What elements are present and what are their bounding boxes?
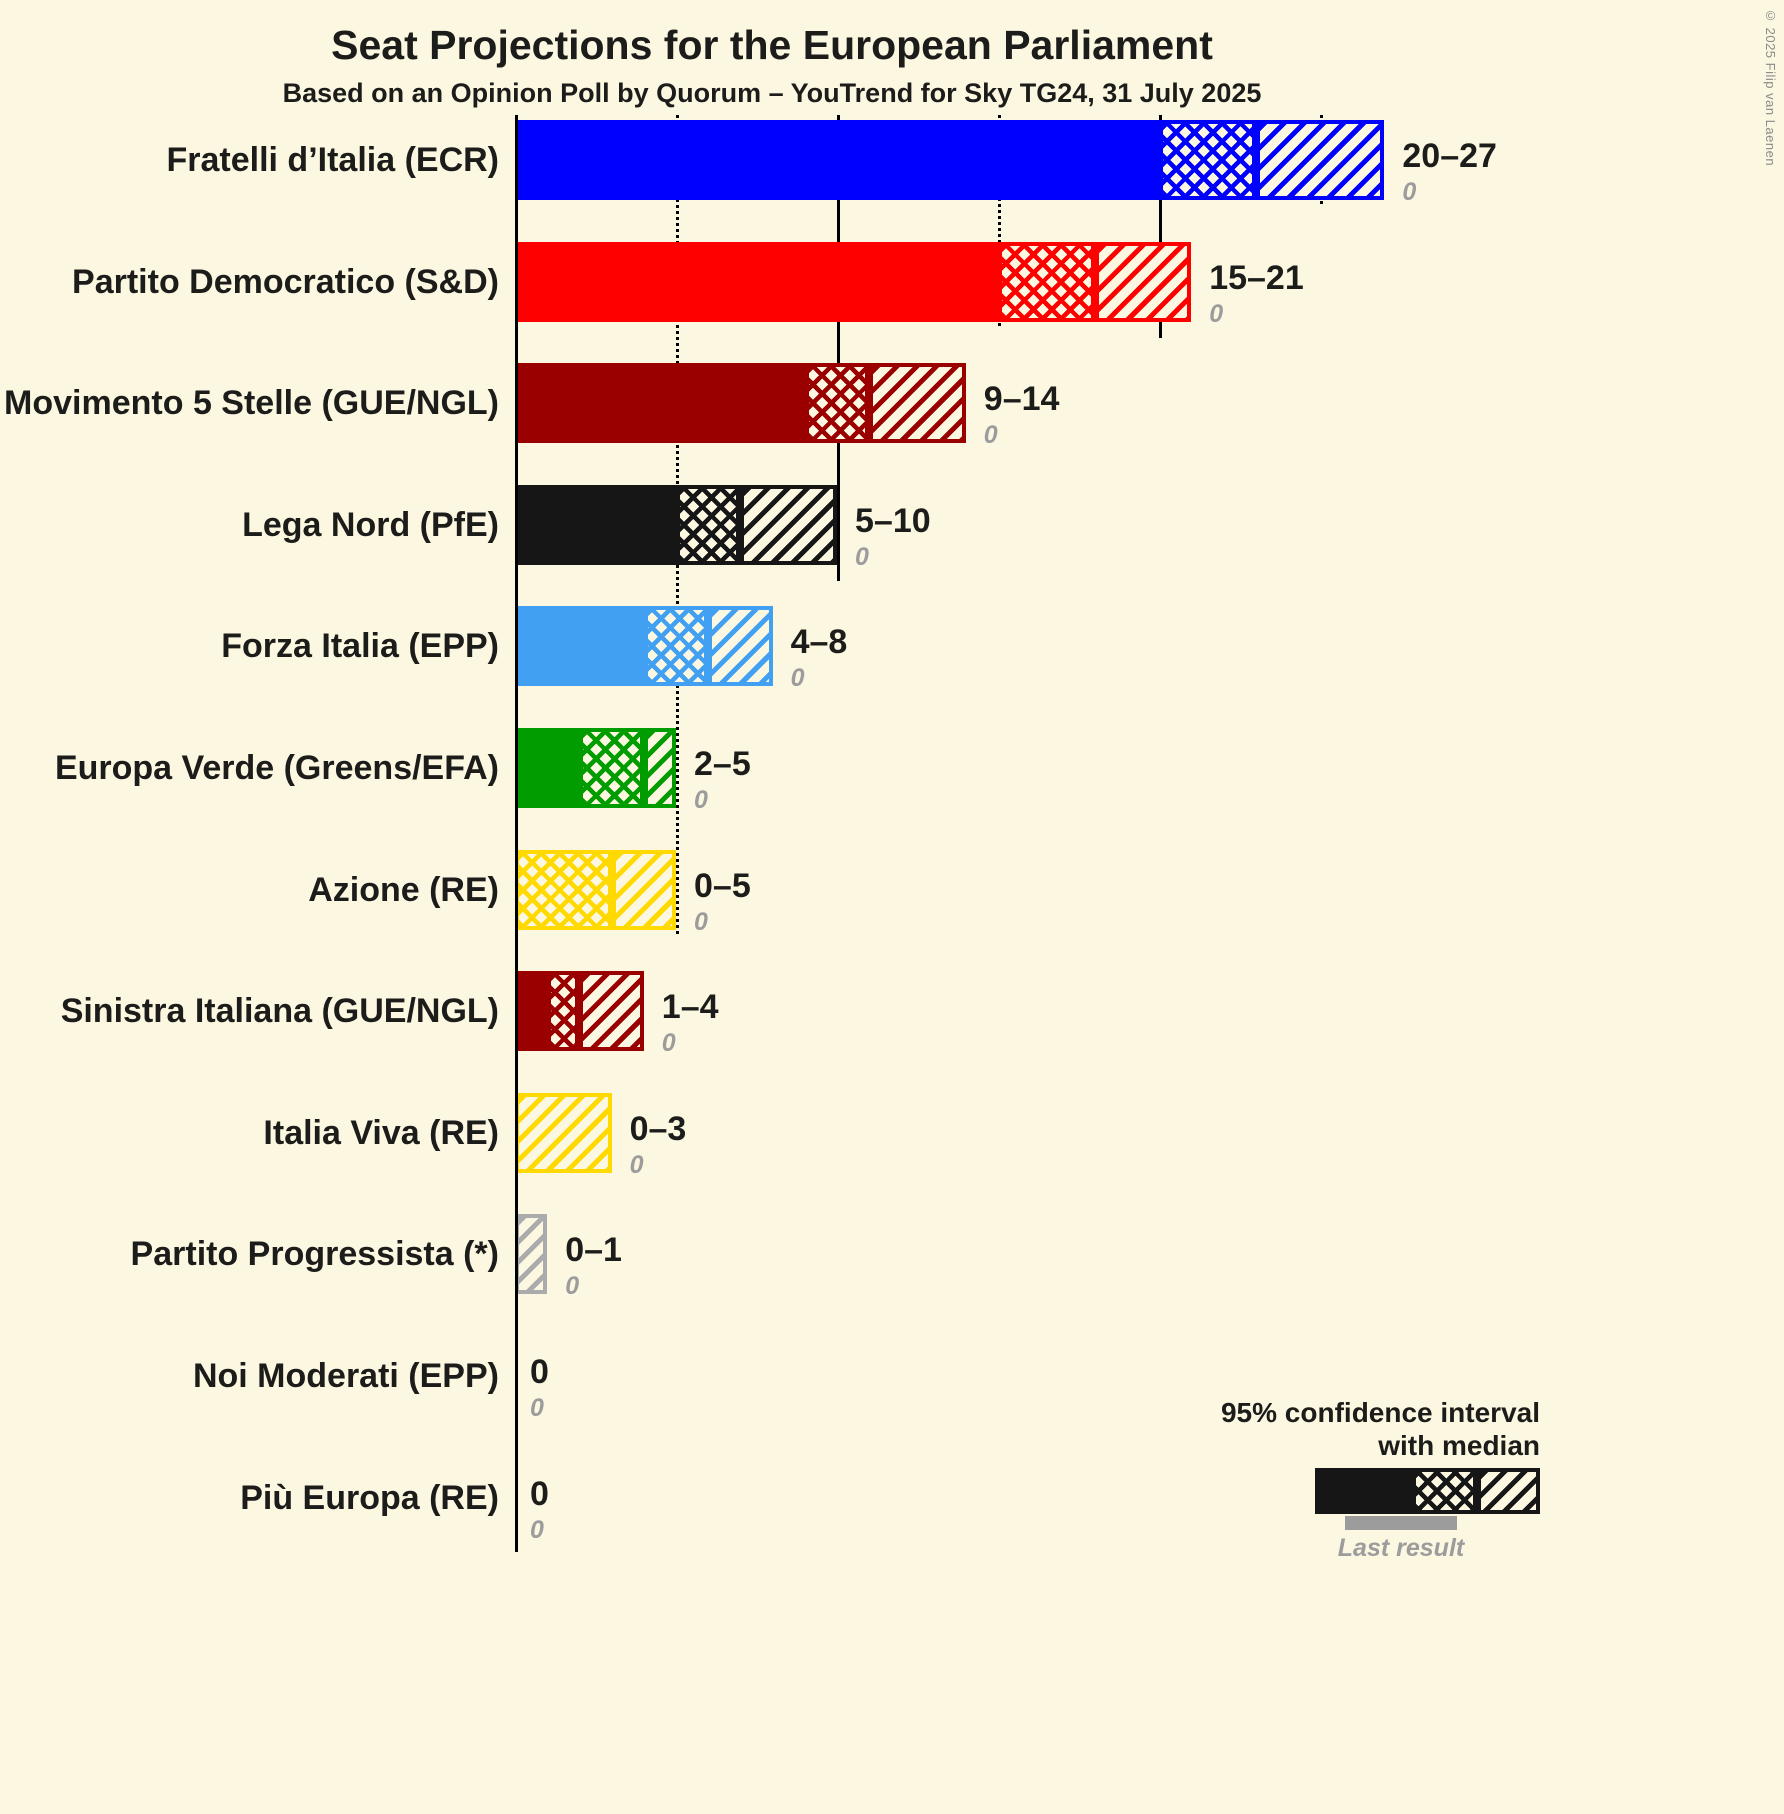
bar-ci-crosshatch-segment (804, 363, 870, 444)
bar-ci-diagonal-segment (869, 363, 966, 444)
value-label-block: 0–1 0 (565, 1231, 622, 1301)
range-label: 0 (530, 1353, 549, 1391)
chart-subtitle: Based on an Opinion Poll by Quorum – You… (282, 78, 1262, 108)
range-label: 4–8 (790, 623, 848, 662)
party-label: Partito Democratico (S&D) (72, 262, 499, 301)
legend-last-result-bar (1345, 1516, 1457, 1530)
bar-ci-diagonal-segment (1255, 120, 1385, 200)
range-label: 0–1 (565, 1231, 622, 1270)
chart-title: Seat Projections for the European Parlia… (331, 22, 1213, 68)
last-result-label: 0 (790, 664, 805, 693)
gridline-15 (998, 115, 1001, 326)
bar-ci-diagonal-segment (1094, 241, 1192, 322)
legend-ci-line2: with median (1378, 1430, 1540, 1461)
last-result-label: 0 (1402, 178, 1417, 206)
last-result-label: 0 (629, 1150, 644, 1179)
bar-ci-diagonal-segment (515, 1092, 612, 1173)
party-label: Italia Viva (RE) (263, 1113, 499, 1152)
bar-ci-crosshatch-segment (676, 484, 741, 565)
bar-solid-segment (515, 971, 548, 1052)
party-label: Più Europa (RE) (240, 1478, 499, 1517)
range-label: 9–14 (983, 380, 1060, 419)
bar-ci-diagonal-segment (611, 849, 676, 930)
value-label-block: 0–5 0 (694, 867, 751, 937)
bar-ci-diagonal-segment (515, 1214, 548, 1295)
legend-ci-label: 95% confidence interval with median (940, 1396, 1540, 1462)
range-label: 5–10 (855, 501, 931, 540)
bar-solid-segment (515, 484, 676, 565)
bar-ci-crosshatch-segment (579, 728, 644, 808)
gridline-20 (1159, 115, 1162, 338)
range-label: 15–21 (1209, 258, 1304, 297)
x-axis-origin-line (515, 115, 518, 1552)
bar-ci-diagonal-segment (708, 606, 773, 687)
range-label: 20–27 (1402, 137, 1497, 175)
last-result-label: 0 (530, 1515, 544, 1544)
legend-solid-segment (1315, 1468, 1412, 1514)
legend-diagonal-segment (1477, 1468, 1540, 1514)
range-label: 1–4 (661, 988, 719, 1027)
value-label-block: 2–5 0 (694, 745, 751, 815)
last-result-label: 0 (565, 1272, 580, 1301)
value-label-block: 4–8 0 (791, 623, 848, 693)
range-label: 0 (530, 1474, 549, 1513)
party-label: Azione (RE) (308, 870, 499, 909)
party-label: Forza Italia (EPP) (221, 627, 499, 666)
party-label: Movimento 5 Stelle (GUE/NGL) (4, 384, 499, 423)
legend-crosshatch-segment (1412, 1468, 1477, 1514)
range-label: 2–5 (694, 745, 751, 783)
range-label: 0–5 (694, 866, 751, 905)
gridline-10 (837, 115, 840, 581)
last-result-label: 0 (983, 421, 998, 450)
bar-ci-diagonal-segment (579, 971, 644, 1052)
bar-solid-segment (515, 120, 1159, 200)
bar-solid-segment (515, 241, 998, 322)
last-result-label: 0 (694, 907, 708, 936)
bar-solid-segment (515, 728, 580, 808)
range-label: 0–3 (629, 1109, 687, 1148)
bar-ci-crosshatch-segment (547, 971, 580, 1052)
legend-ci-line1: 95% confidence interval (1220, 1397, 1540, 1428)
bar-ci-diagonal-segment (643, 728, 676, 808)
value-label-block: 1–4 0 (662, 988, 719, 1058)
copyright-note: © 2025 Filip van Laenen (1763, 8, 1778, 167)
legend-last-result-label: Last result (1337, 1534, 1465, 1562)
value-label-block: 0–3 0 (630, 1110, 687, 1180)
last-result-label: 0 (855, 542, 869, 571)
last-result-label: 0 (1209, 299, 1224, 328)
value-label-block: 15–21 0 (1209, 259, 1304, 329)
last-result-label: 0 (661, 1029, 676, 1058)
value-label-block: 9–14 0 (984, 380, 1060, 450)
bar-ci-crosshatch-segment (998, 241, 1095, 322)
bar-ci-diagonal-segment (740, 484, 837, 565)
bar-solid-segment (515, 606, 644, 687)
party-label: Partito Progressista (*) (130, 1235, 499, 1274)
party-label: Fratelli d’Italia (ECR) (166, 141, 500, 179)
party-label: Lega Nord (PfE) (242, 505, 499, 544)
bar-solid-segment (515, 363, 805, 444)
party-label: Sinistra Italiana (GUE/NGL) (60, 992, 499, 1031)
last-result-label: 0 (530, 1394, 544, 1422)
party-label: Noi Moderati (EPP) (192, 1357, 499, 1395)
value-label-block: 20–27 0 (1402, 137, 1497, 207)
value-label-block: 5–10 0 (855, 502, 931, 572)
bar-ci-crosshatch-segment (1159, 120, 1256, 200)
party-label: Europa Verde (Greens/EFA) (54, 749, 499, 787)
last-result-label: 0 (694, 786, 708, 814)
bar-ci-crosshatch-segment (643, 606, 709, 687)
bar-ci-crosshatch-segment (515, 849, 612, 930)
